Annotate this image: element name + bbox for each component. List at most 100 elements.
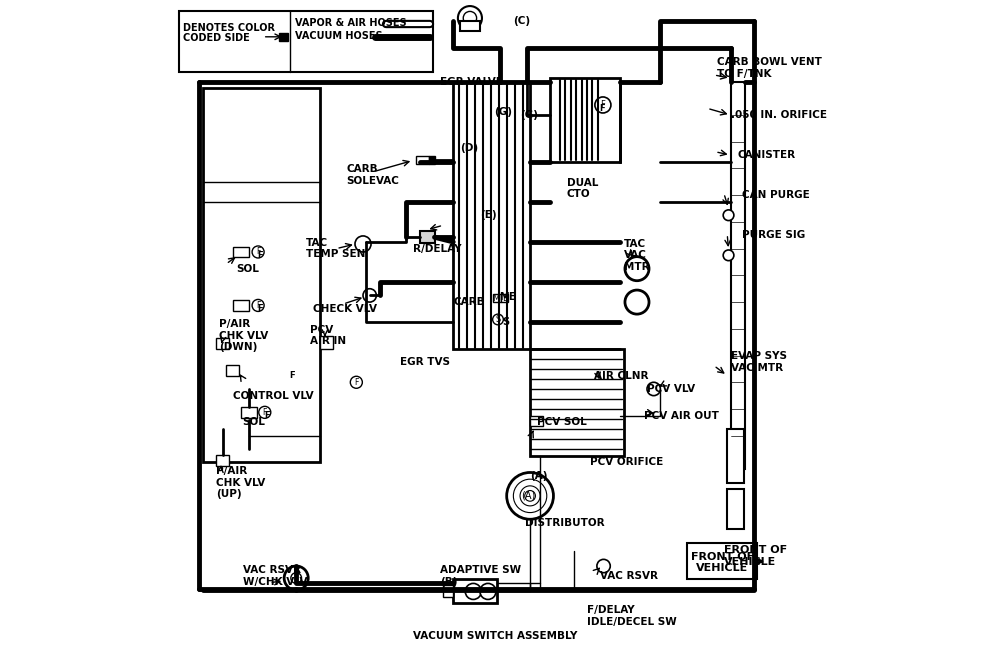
Bar: [530, 349, 624, 456]
Text: .050 IN. ORIFICE: .050 IN. ORIFICE: [731, 110, 827, 120]
Text: PCV VLV: PCV VLV: [647, 384, 695, 394]
Text: F: F: [256, 248, 260, 256]
Text: DUAL
CTO: DUAL CTO: [567, 178, 598, 199]
Text: PCV SOL: PCV SOL: [537, 417, 587, 427]
Text: F: F: [290, 371, 295, 380]
Bar: [727, 489, 744, 529]
Bar: [226, 365, 239, 376]
Text: SOL: SOL: [243, 417, 266, 427]
Text: F: F: [264, 411, 270, 420]
Bar: [453, 82, 530, 349]
Circle shape: [252, 299, 264, 311]
Text: F: F: [257, 304, 263, 313]
Bar: [179, 11, 433, 72]
Bar: [216, 338, 229, 349]
Text: PCV AIR OUT: PCV AIR OUT: [644, 411, 719, 421]
Text: (A): (A): [530, 471, 548, 481]
Text: F: F: [599, 104, 605, 113]
Bar: [420, 231, 435, 244]
Bar: [429, 156, 435, 164]
Text: VEHICLE: VEHICLE: [696, 563, 748, 573]
Circle shape: [513, 479, 547, 513]
Text: S: S: [502, 317, 509, 327]
Circle shape: [723, 210, 734, 221]
Text: (C): (C): [513, 16, 530, 26]
Circle shape: [291, 573, 302, 583]
Bar: [530, 416, 543, 425]
Circle shape: [355, 236, 371, 252]
Text: E: E: [502, 294, 507, 303]
Text: (G): (G): [494, 107, 512, 117]
Text: (G): (G): [520, 110, 538, 120]
Text: E: E: [508, 292, 515, 302]
Circle shape: [350, 376, 362, 389]
Text: PCV ORIFICE: PCV ORIFICE: [590, 458, 663, 468]
Text: PCV
AIR IN: PCV AIR IN: [310, 325, 346, 346]
Text: F/DELAY
IDLE/DECEL SW: F/DELAY IDLE/DECEL SW: [587, 605, 677, 627]
Circle shape: [480, 583, 496, 599]
Text: CANISTER: CANISTER: [737, 150, 795, 160]
Bar: [279, 33, 288, 41]
Text: EGR TVS: EGR TVS: [400, 357, 450, 367]
Bar: [501, 294, 508, 302]
Bar: [687, 543, 757, 579]
Text: CODED SIDE: CODED SIDE: [183, 34, 249, 44]
Circle shape: [723, 250, 734, 260]
Text: TAC
VAC
MTR: TAC VAC MTR: [624, 239, 649, 272]
Text: F: F: [263, 408, 267, 417]
Bar: [241, 407, 257, 417]
Text: VAC RSVR
W/CHK VLV: VAC RSVR W/CHK VLV: [243, 565, 307, 587]
Bar: [731, 82, 745, 469]
Bar: [550, 79, 620, 162]
Circle shape: [625, 290, 649, 314]
Text: (A): (A): [521, 491, 535, 501]
Circle shape: [595, 97, 611, 113]
Text: P/AIR
CHK VLV
(UP): P/AIR CHK VLV (UP): [216, 466, 265, 499]
Text: DISTRIBUTOR: DISTRIBUTOR: [525, 517, 605, 527]
Circle shape: [647, 382, 660, 396]
Circle shape: [465, 583, 481, 599]
Text: R/DELAY: R/DELAY: [413, 244, 462, 254]
Text: VAPOR & AIR HOSES: VAPOR & AIR HOSES: [295, 18, 406, 28]
Text: VAC RSVR: VAC RSVR: [600, 571, 658, 581]
Text: ADAPTIVE SW
(B): ADAPTIVE SW (B): [440, 565, 521, 587]
Text: F: F: [600, 101, 605, 109]
Text: CHECK VLV: CHECK VLV: [313, 304, 377, 314]
Text: M: M: [492, 294, 500, 303]
Bar: [453, 579, 497, 603]
Bar: [416, 156, 429, 164]
Bar: [320, 336, 333, 349]
Text: S: S: [495, 315, 501, 324]
Circle shape: [507, 472, 553, 519]
Text: FRONT OF: FRONT OF: [691, 552, 754, 562]
Circle shape: [625, 256, 649, 280]
Circle shape: [520, 486, 540, 506]
Text: (D): (D): [460, 144, 478, 154]
Circle shape: [493, 314, 503, 325]
Text: PURGE SIG: PURGE SIG: [742, 230, 805, 240]
Text: CARB: CARB: [453, 297, 485, 307]
Text: VACUUM HOSES: VACUUM HOSES: [295, 31, 382, 41]
Text: EGR VALVE: EGR VALVE: [440, 76, 503, 87]
Text: AIR CLNR: AIR CLNR: [594, 370, 648, 380]
Text: F: F: [256, 301, 260, 310]
Bar: [443, 584, 453, 597]
Bar: [203, 89, 320, 462]
Circle shape: [463, 11, 477, 25]
Text: CAN PURGE: CAN PURGE: [742, 190, 810, 200]
Text: F: F: [354, 378, 359, 386]
Text: CONTROL VLV: CONTROL VLV: [233, 391, 313, 401]
Text: SOL: SOL: [236, 264, 259, 274]
Circle shape: [284, 566, 308, 590]
Circle shape: [597, 560, 610, 573]
Bar: [515, 118, 524, 125]
Bar: [493, 294, 501, 302]
Text: DENOTES COLOR: DENOTES COLOR: [183, 23, 275, 33]
Circle shape: [252, 246, 264, 258]
Circle shape: [458, 6, 482, 30]
Text: (E): (E): [480, 210, 497, 220]
Bar: [727, 429, 744, 482]
Text: P/AIR
CHK VLV
(DWN): P/AIR CHK VLV (DWN): [219, 319, 269, 352]
Text: VACUUM SWITCH ASSEMBLY: VACUUM SWITCH ASSEMBLY: [413, 631, 578, 641]
Bar: [216, 455, 229, 466]
